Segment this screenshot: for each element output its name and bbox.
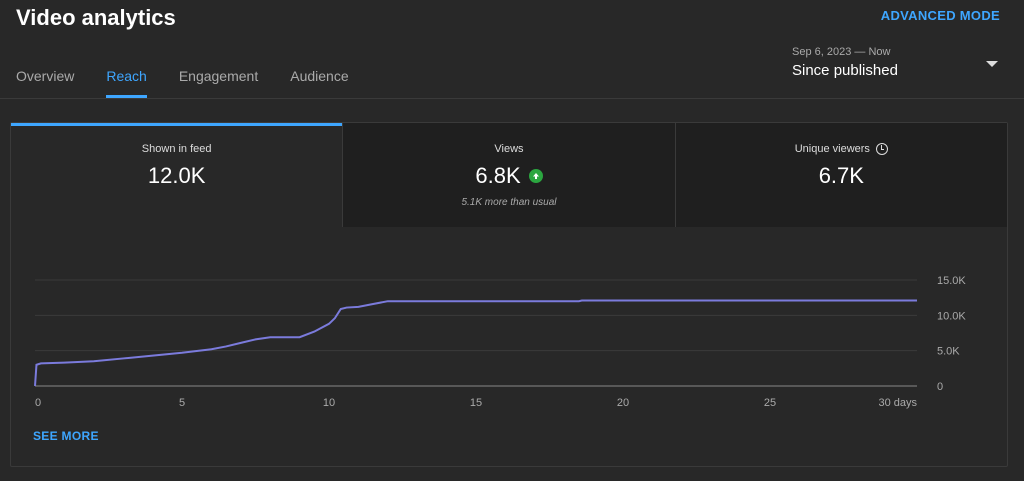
metric-tabs: Shown in feed 12.0K Views 6.8K 5.1K more… [11,123,1007,227]
metric-unique-viewers[interactable]: Unique viewers 6.7K [674,123,1007,227]
metrics-card: 0 5.0K 10.0K 15.0K 0 5 10 15 20 25 30 days Shown i… [10,122,1008,467]
caret-down-icon[interactable] [986,61,998,67]
series-line [34,299,917,387]
metric-label-row: Unique viewers [795,143,888,155]
clock-icon[interactable] [875,143,888,155]
header-divider [0,98,1024,99]
tab-bar: Overview Reach Engagement Audience [0,60,365,98]
x-tick-label: 15 [470,397,482,409]
metric-views[interactable]: Views 6.8K 5.1K more than usual [342,123,675,227]
x-tick-label: 30 days [878,397,917,409]
date-selection: Since published [792,62,898,79]
arrow-up-circle-icon [528,169,543,183]
x-tick-label: 25 [764,397,776,409]
tab-engagement[interactable]: Engagement [178,68,259,84]
metric-label: Shown in feed [141,143,212,155]
metric-value-row: 6.8K [475,163,543,189]
line-chart: 0 5.0K 10.0K 15.0K 0 5 10 15 20 25 30 days [34,275,966,409]
x-tick-label: 0 [35,397,41,409]
y-tick-label: 10.0K [937,310,966,322]
tab-reach[interactable]: Reach [90,60,162,98]
advanced-mode-button[interactable]: ADVANCED MODE [880,8,1000,23]
date-range-text: Sep 6, 2023 — Now [792,46,891,58]
date-range-picker[interactable]: Sep 6, 2023 — Now Since published [792,46,898,79]
page-title: Video analytics [16,5,176,30]
y-tick-label: 0 [937,381,943,393]
metric-value: 6.8K [475,163,521,188]
tab-audience[interactable]: Audience [290,68,349,84]
metric-label: Unique viewers [794,143,870,155]
x-tick-label: 5 [179,397,185,409]
see-more-link[interactable]: SEE MORE [33,429,99,443]
x-tick-label: 10 [323,397,335,409]
metric-subtext: 5.1K more than usual [461,197,557,208]
y-tick-label: 5.0K [937,346,960,358]
x-tick-label: 20 [617,397,629,409]
metric-value: 12.0K [147,163,206,188]
tab-overview[interactable]: Overview [16,68,75,84]
metric-value: 6.7K [818,163,864,188]
y-tick-label: 15.0K [937,275,966,287]
metric-shown-in-feed[interactable]: Shown in feed 12.0K [11,123,343,227]
metric-label: Views [494,143,524,155]
